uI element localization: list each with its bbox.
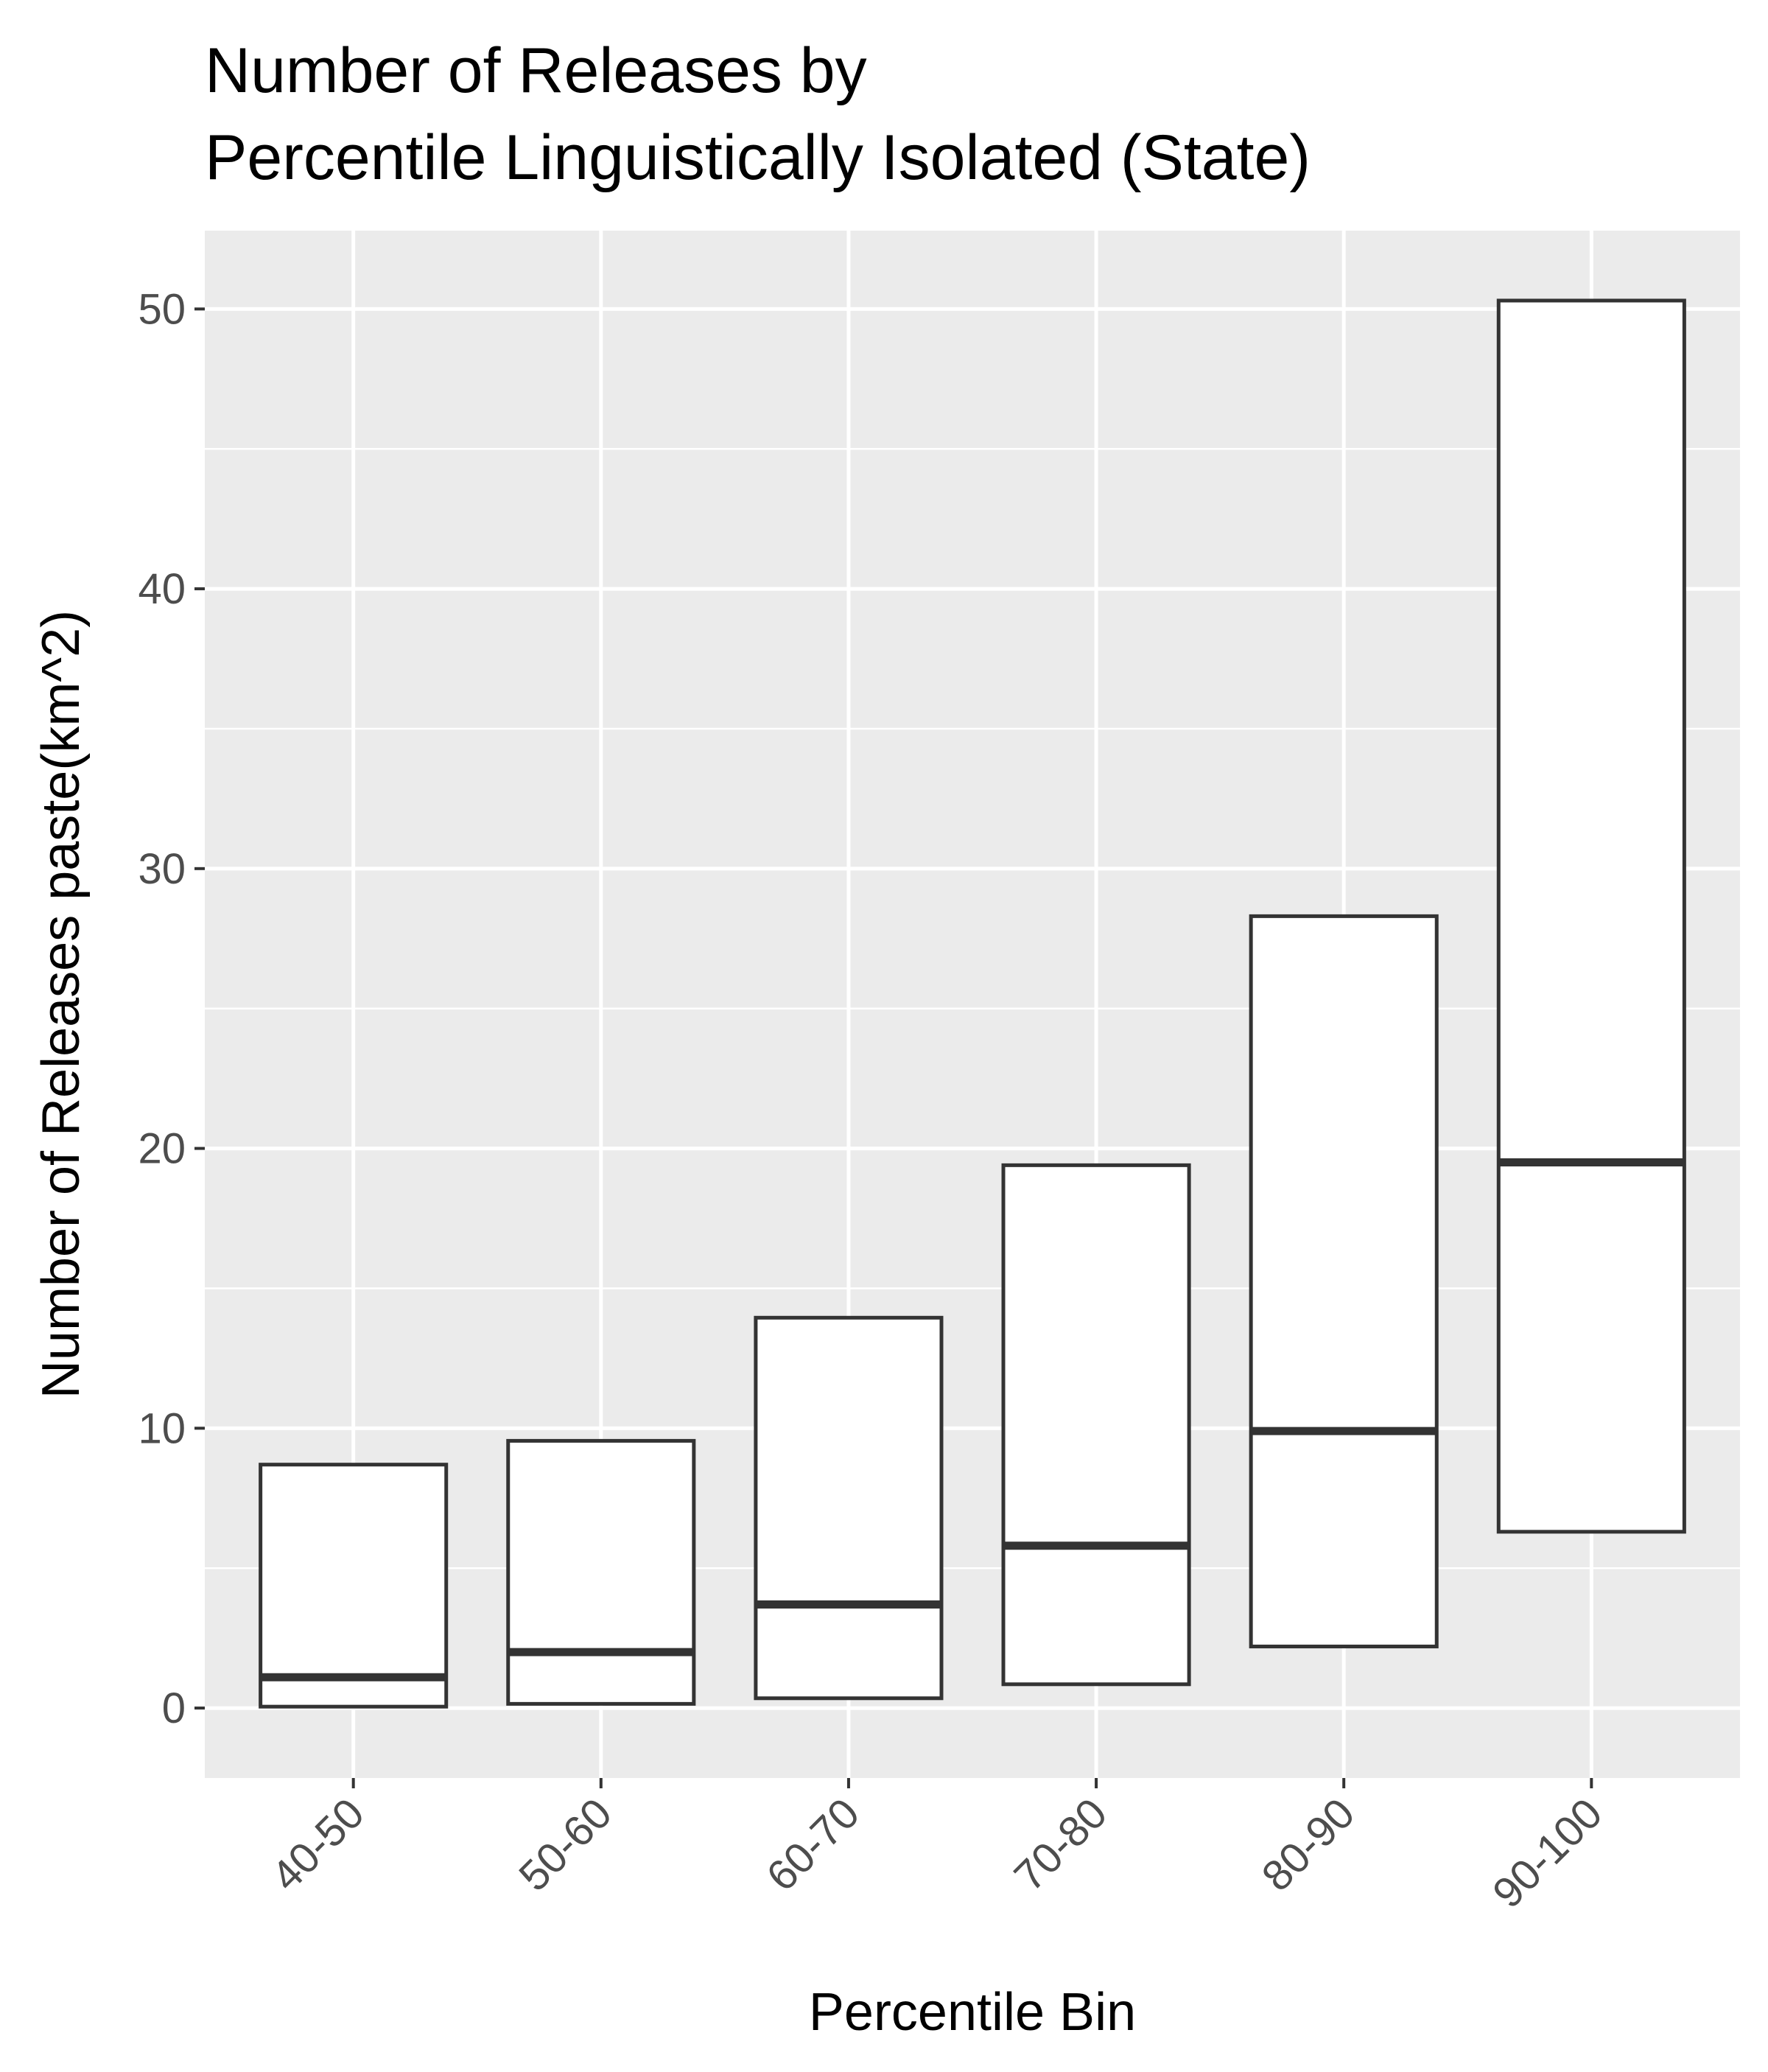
x-tick-label: 50-60 bbox=[510, 1789, 621, 1900]
x-axis-title: Percentile Bin bbox=[809, 1983, 1136, 2042]
x-tick-label: 90-100 bbox=[1484, 1789, 1612, 1917]
box-iqr bbox=[506, 1438, 696, 1706]
box-iqr bbox=[1496, 298, 1686, 1534]
boxes bbox=[259, 298, 1686, 1709]
box-70-80 bbox=[1001, 1163, 1191, 1687]
y-tick-label: 20 bbox=[138, 1125, 186, 1173]
plot-panel bbox=[205, 231, 1740, 1778]
box-60-70 bbox=[754, 1315, 944, 1701]
box-40-50 bbox=[259, 1463, 449, 1709]
y-axis-title: Number of Releases paste(km^2) bbox=[32, 610, 91, 1399]
x-tick-label: 80-90 bbox=[1253, 1789, 1364, 1900]
box-iqr bbox=[1249, 914, 1439, 1649]
chart-title-line-2: Percentile Linguistically Isolated (Stat… bbox=[205, 122, 1311, 193]
box-iqr bbox=[754, 1315, 944, 1701]
box-iqr bbox=[1001, 1163, 1191, 1687]
y-tick-label: 0 bbox=[162, 1684, 186, 1732]
box-50-60 bbox=[506, 1438, 696, 1706]
chart-title-line-1: Number of Releases by bbox=[205, 35, 867, 106]
box-90-100 bbox=[1496, 298, 1686, 1534]
x-tick-label: 60-70 bbox=[757, 1789, 869, 1900]
chart-title: Number of Releases by Percentile Linguis… bbox=[205, 35, 1311, 193]
x-tick-label: 40-50 bbox=[262, 1789, 373, 1900]
x-tick-label: 70-80 bbox=[1005, 1789, 1116, 1900]
y-tick-label: 30 bbox=[138, 845, 186, 893]
y-axis: 0 10 20 30 40 50 bbox=[138, 285, 205, 1732]
box-iqr bbox=[259, 1463, 449, 1709]
box-80-90 bbox=[1249, 914, 1439, 1649]
y-tick-label: 10 bbox=[138, 1404, 186, 1452]
y-tick-label: 50 bbox=[138, 285, 186, 333]
y-tick-label: 40 bbox=[138, 565, 186, 613]
x-axis: 40-50 50-60 60-70 70-80 80-90 90-100 bbox=[262, 1778, 1612, 1917]
grid-lines bbox=[205, 231, 1740, 1778]
